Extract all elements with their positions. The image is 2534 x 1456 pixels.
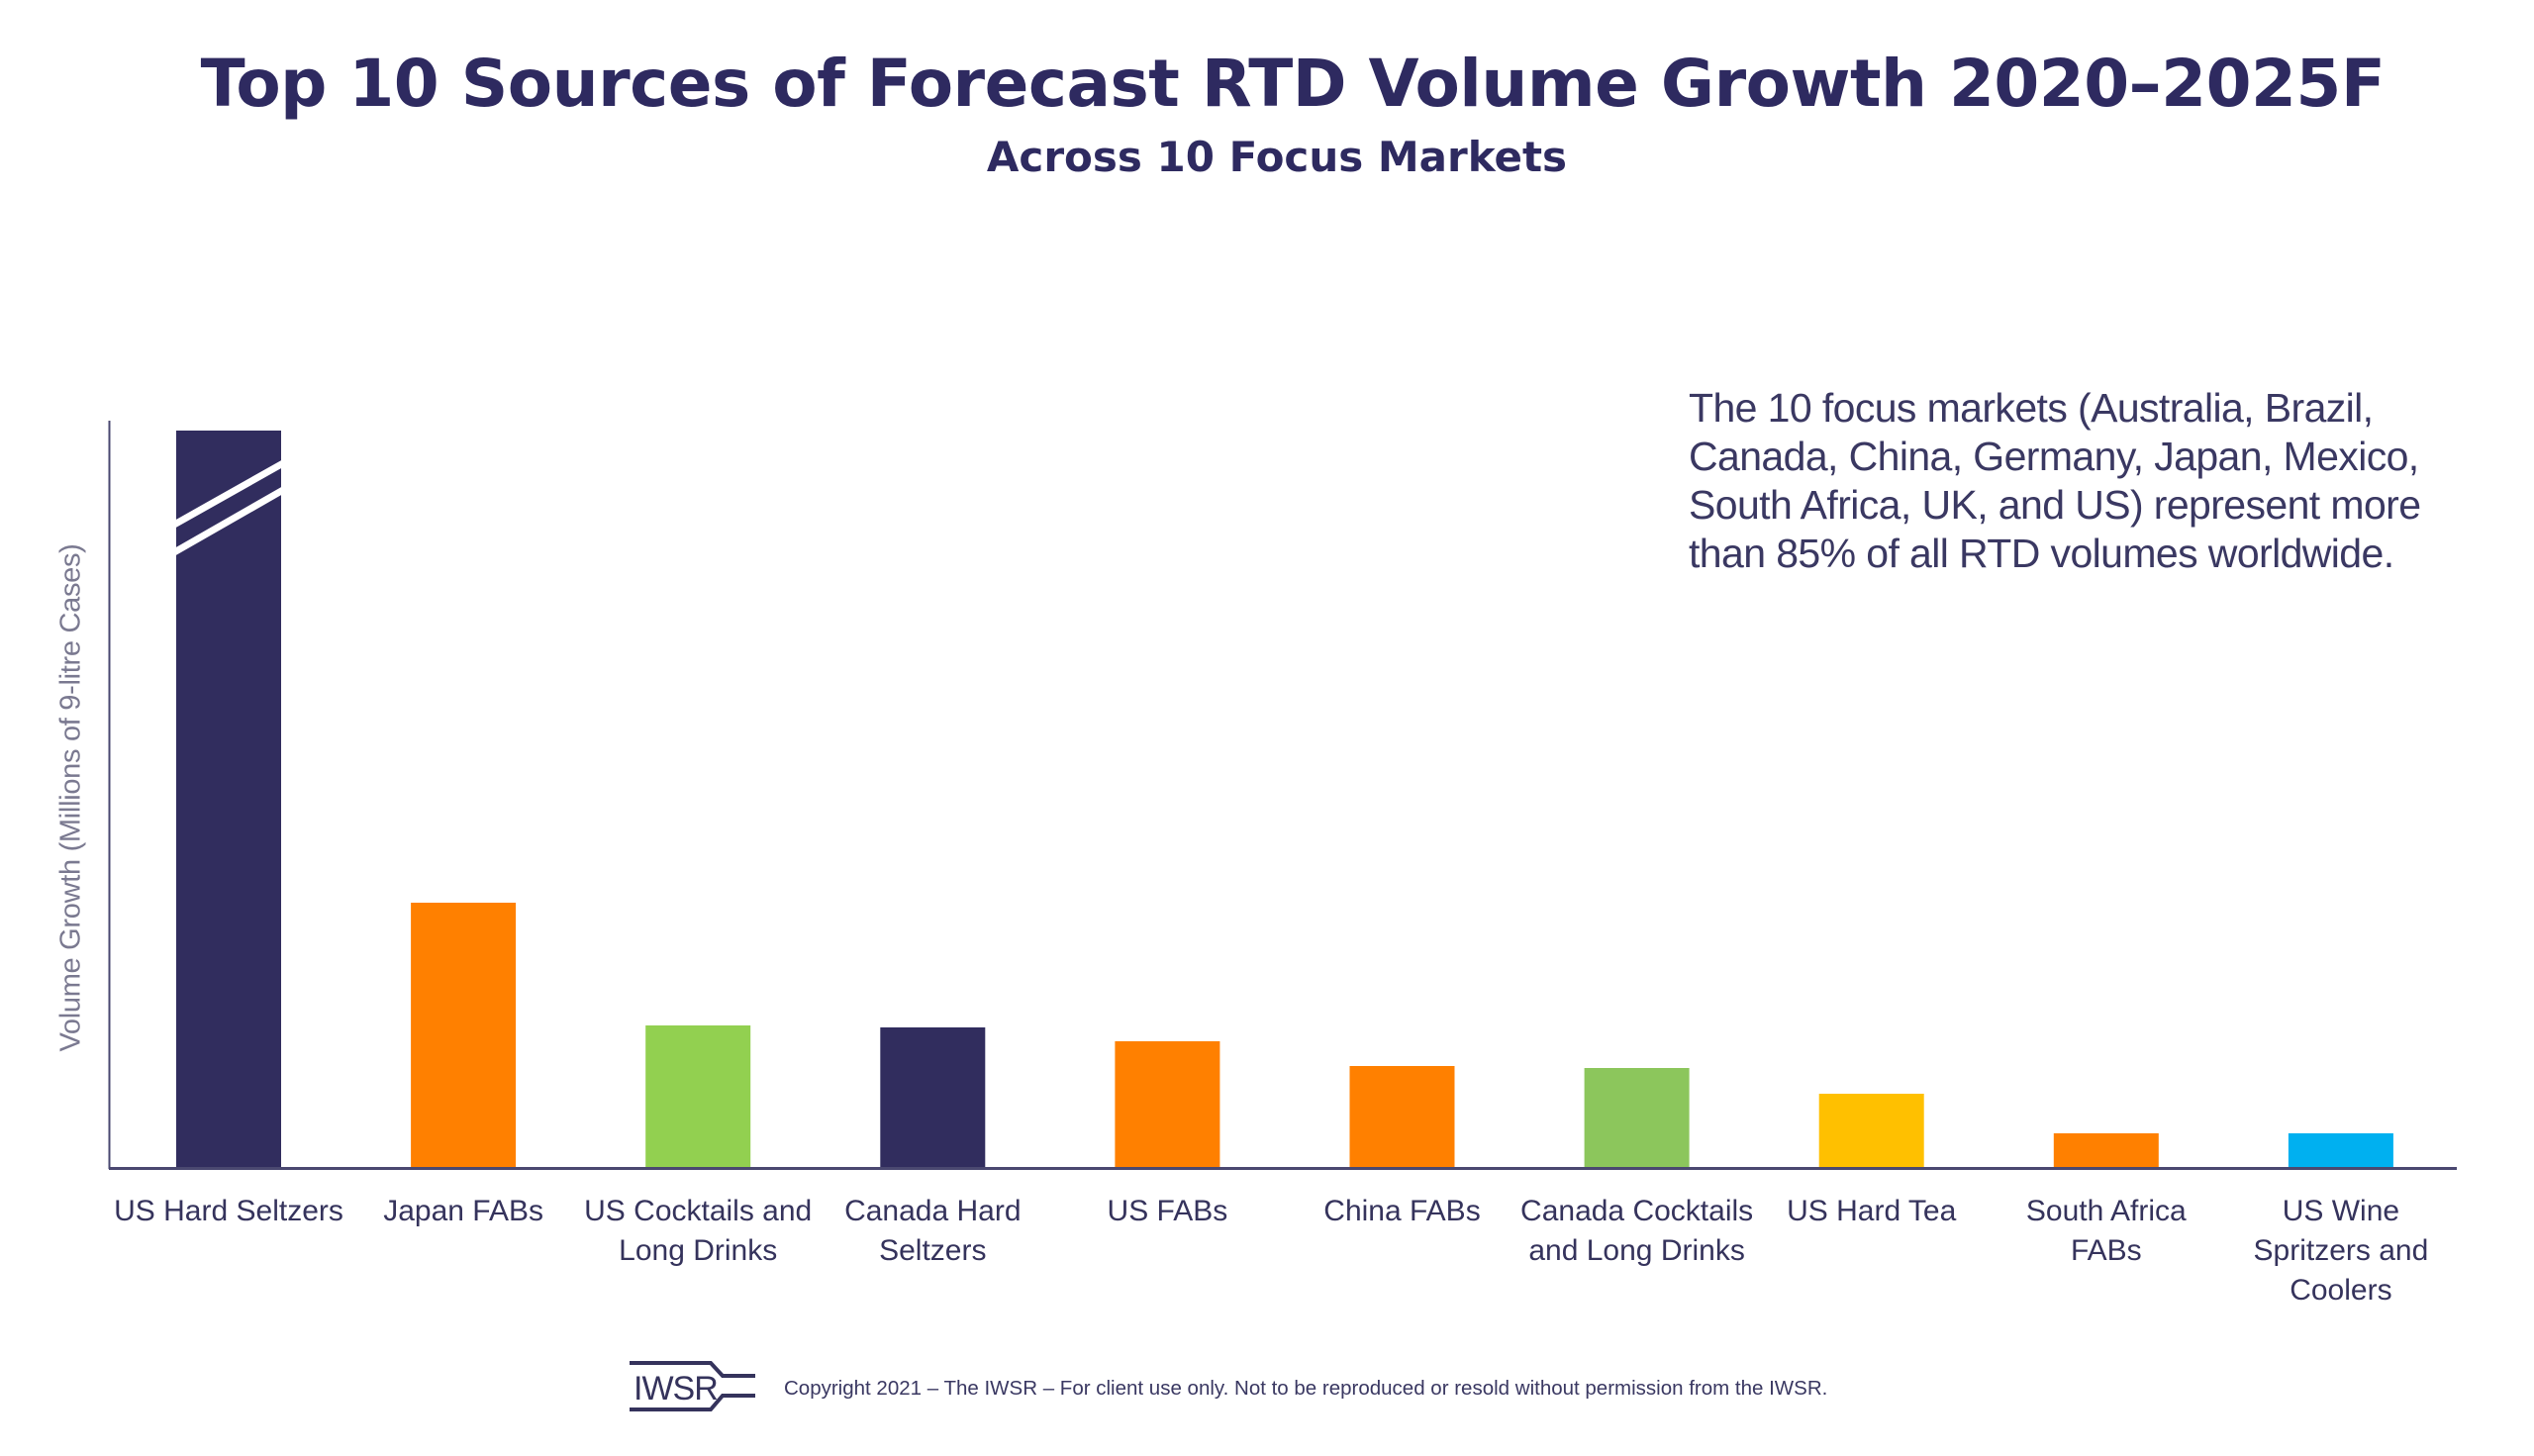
x-tick-label: South Africa FABs	[2026, 1195, 2187, 1267]
bar-china-fabs	[1349, 1066, 1455, 1168]
bar-canada-hard-seltzers	[880, 1027, 986, 1168]
bar-south-africa-fabs	[2053, 1133, 2159, 1168]
x-tick-label: Japan FABs	[383, 1195, 543, 1227]
x-tick-label: US Wine Spritzers and Coolers	[2254, 1195, 2429, 1307]
annotation-text: The 10 focus markets (Australia, Brazil,…	[1689, 385, 2421, 576]
x-tick-label: US Hard Seltzers	[114, 1195, 343, 1227]
chart-subtitle: Across 10 Focus Markets	[986, 133, 1568, 181]
bar-us-wine-spritzers-and-coolers	[2288, 1133, 2393, 1168]
bars-group	[176, 431, 2393, 1168]
axis-break-line	[172, 459, 285, 529]
logo-text: IWSR	[634, 1370, 719, 1407]
x-tick-label: US FABs	[1108, 1195, 1228, 1227]
x-tick-label: US Cocktails and Long Drinks	[584, 1195, 812, 1267]
bottle-outline-icon	[630, 1361, 755, 1411]
bar-us-fabs	[1115, 1041, 1220, 1168]
x-tick-label: Canada Hard Seltzers	[844, 1195, 1021, 1267]
x-tick-label: China FABs	[1323, 1195, 1480, 1227]
footer: IWSR Copyright 2021 – The IWSR – For cli…	[630, 1360, 1827, 1413]
iwsr-logo: IWSR	[630, 1360, 758, 1413]
x-tick-label: Canada Cocktails and Long Drinks	[1520, 1195, 1753, 1267]
chart-title: Top 10 Sources of Forecast RTD Volume Gr…	[200, 46, 2386, 122]
bar-us-cocktails-and-long-drinks	[645, 1025, 751, 1168]
copyright-text: Copyright 2021 – The IWSR – For client u…	[784, 1377, 1828, 1400]
bar-canada-cocktails-and-long-drinks	[1584, 1068, 1690, 1168]
x-tick-label: US Hard Tea	[1787, 1195, 1957, 1227]
axis-break-group	[172, 459, 285, 556]
x-tick-labels: US Hard Seltzers Japan FABs US Cocktails a…	[114, 1195, 2428, 1307]
bar-us-hard-seltzers	[176, 431, 281, 1168]
axis-break-line	[172, 486, 285, 556]
bar-us-hard-tea	[1818, 1094, 1924, 1168]
bar-japan-fabs	[411, 903, 517, 1168]
